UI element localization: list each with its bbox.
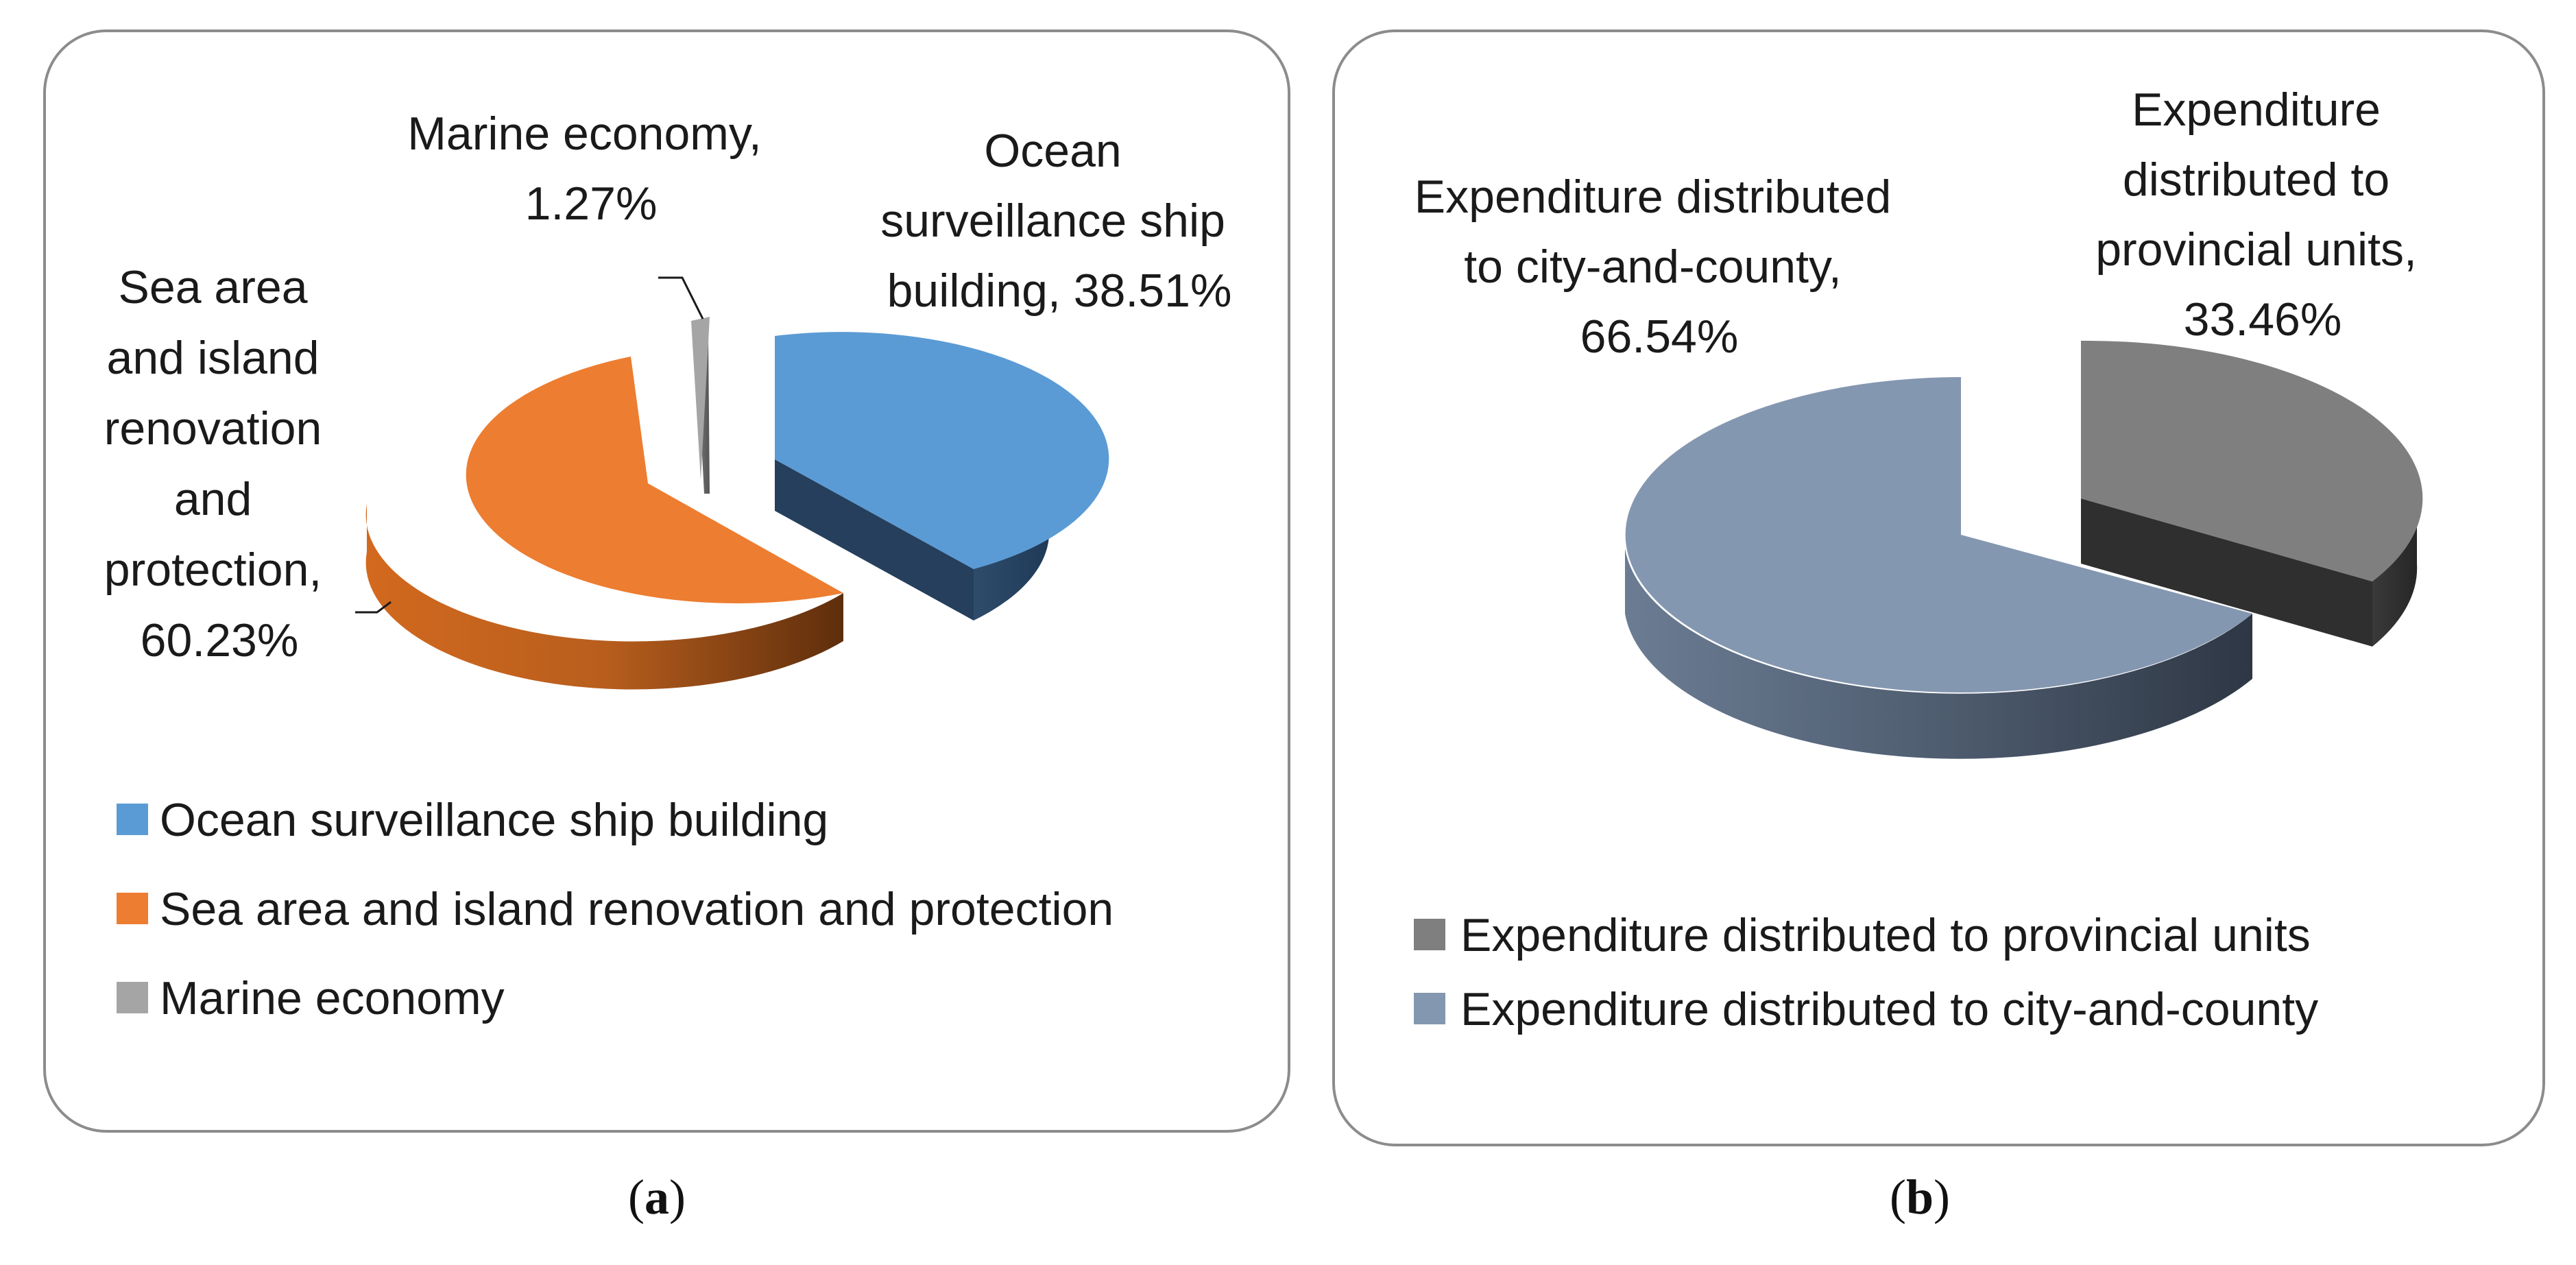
chart-b-data-label-provincial-line-2: distributed to (2123, 154, 2390, 206)
chart-b-slice-side-provincial-interior (2081, 498, 2372, 647)
chart-a-slice-sea-area (466, 357, 843, 604)
chart-a-data-label-sea-area: Sea area and island renovation and prote… (104, 261, 335, 666)
chart-panel-a: Ocean surveillance ship building, 38.51%… (43, 29, 1290, 1225)
chart-a-slice-marine-economy (691, 317, 710, 480)
chart-a-data-label-sea-area-line-1: Sea area (119, 261, 308, 313)
chart-a-slice-side-ocean-ship-interior (775, 459, 974, 621)
chart-a-legend-swatch-ocean-ship (117, 804, 148, 835)
chart-a-legend: Ocean surveillance ship building Sea are… (117, 794, 1114, 1024)
chart-a-data-label-ocean-ship-line-2: surveillance ship (880, 195, 1225, 247)
chart-b-data-label-city-county-line-3: 66.54% (1580, 311, 1739, 363)
chart-b-legend-swatch-city-county (1414, 993, 1445, 1024)
chart-a-data-label-sea-area-line-4: and (174, 473, 252, 525)
chart-b-caption-close: ) (1934, 1170, 1950, 1225)
chart-a-data-label-sea-area-line-6: 60.23% (141, 614, 299, 666)
chart-a-slice-side-sea-area (365, 504, 843, 690)
chart-b-data-label-provincial: Expenditure distributed to provincial un… (2095, 84, 2430, 346)
chart-a-leader-line-sea-area (355, 601, 392, 614)
chart-a-leader-line-marine-economy (658, 276, 704, 320)
chart-a-data-label-marine-economy-line-2: 1.27% (525, 178, 658, 230)
chart-a-slice-ocean-ship (775, 332, 1109, 569)
chart-b-legend-label-city-county: Expenditure distributed to city-and-coun… (1460, 983, 2318, 1035)
chart-a-data-label-marine-economy: Marine economy, 1.27% (407, 108, 774, 230)
chart-a-legend-label-marine-economy: Marine economy (160, 972, 505, 1024)
chart-b-legend: Expenditure distributed to provincial un… (1414, 909, 2318, 1035)
chart-a-legend-swatch-sea-area (117, 893, 148, 924)
chart-b-data-label-provincial-line-3: provincial units, (2095, 224, 2417, 276)
chart-a-data-label-ocean-ship: Ocean surveillance ship building, 38.51% (880, 125, 1238, 317)
chart-a-data-label-marine-economy-line-1: Marine economy, (407, 108, 762, 160)
chart-panel-b: Expenditure distributed to provincial un… (1332, 29, 2545, 1225)
chart-a-caption-open: ( (628, 1170, 645, 1225)
chart-b-data-label-city-county: Expenditure distributed to city-and-coun… (1415, 171, 1904, 363)
chart-b-legend-swatch-provincial (1414, 919, 1445, 950)
chart-a-data-label-ocean-ship-line-1: Ocean (984, 125, 1121, 177)
chart-b-slice-side-provincial (2372, 498, 2418, 647)
chart-a-data-label-ocean-ship-line-3: building, 38.51% (887, 265, 1232, 317)
chart-a-data-label-sea-area-line-3: renovation (104, 402, 322, 455)
chart-a-legend-label-ocean-ship: Ocean surveillance ship building (160, 794, 828, 846)
chart-b-caption: (b) (1890, 1170, 1950, 1225)
chart-b-caption-open: ( (1890, 1170, 1906, 1225)
chart-b-data-label-provincial-line-4: 33.46% (2184, 293, 2342, 346)
chart-a-pie (365, 317, 1109, 690)
chart-b-data-label-provincial-line-1: Expenditure (2132, 84, 2381, 136)
chart-a-caption: (a) (628, 1170, 686, 1225)
chart-a-data-label-sea-area-line-5: protection, (104, 544, 322, 596)
chart-b-slice-provincial (2081, 340, 2423, 581)
chart-b-slice-city-county (1625, 377, 2252, 692)
chart-a-data-label-sea-area-line-2: and island (107, 332, 320, 384)
chart-b-caption-letter: b (1906, 1170, 1934, 1225)
chart-a-legend-swatch-marine-economy (117, 982, 148, 1013)
chart-a-caption-letter: a (645, 1170, 669, 1225)
chart-b-data-label-city-county-line-1: Expenditure distributed (1415, 171, 1892, 223)
chart-a-caption-close: ) (669, 1170, 686, 1225)
chart-b-slice-side-city-county (1625, 549, 2252, 759)
chart-b-legend-label-provincial: Expenditure distributed to provincial un… (1460, 909, 2311, 961)
chart-a-legend-label-sea-area: Sea area and island renovation and prote… (160, 883, 1114, 935)
chart-b-data-label-city-county-line-2: to city-and-county, (1464, 241, 1842, 293)
chart-b-pie (1625, 340, 2423, 759)
